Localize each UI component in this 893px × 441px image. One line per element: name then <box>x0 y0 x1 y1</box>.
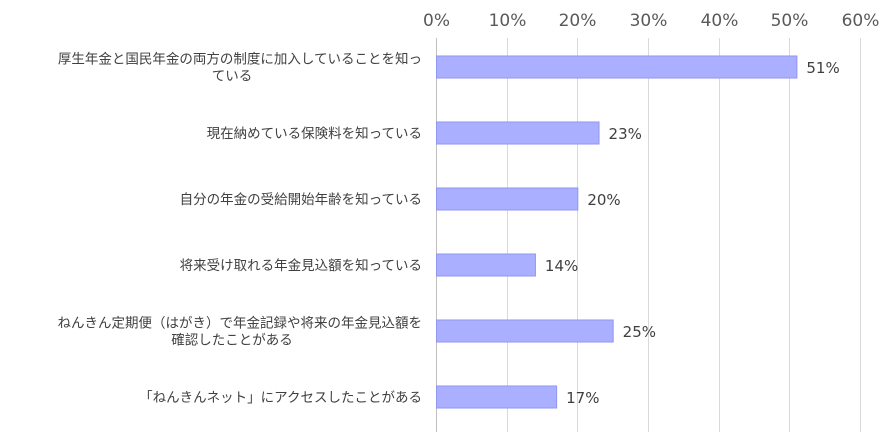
x-tick-label: 30% <box>630 11 668 31</box>
category-labels: 厚生年金と国民年金の両方の制度に加入していることを知っている現在納めている保険料… <box>58 51 423 407</box>
data-label: 17% <box>566 389 599 407</box>
x-tick-label: 10% <box>489 11 527 31</box>
x-tick-label: 60% <box>842 11 880 31</box>
bar <box>436 319 614 343</box>
data-label: 23% <box>609 125 642 143</box>
data-label: 25% <box>623 323 656 341</box>
x-tick-label: 40% <box>701 11 739 31</box>
data-label: 20% <box>587 191 620 209</box>
data-label: 51% <box>806 59 839 77</box>
bar <box>436 121 600 145</box>
category-label-line: 確認したことがある <box>171 333 293 349</box>
category-label: 「ねんきんネット」にアクセスしたことがある <box>139 390 422 406</box>
category-label: 自分の年金の受給開始年齢を知っている <box>180 191 422 208</box>
x-axis-ticks: 0% 10% 20% 30% 40% 50% 60% <box>423 11 879 31</box>
bars <box>436 55 798 409</box>
category-label: ねんきん定期便（はがき）で年金記録や将来の年金見込額を確認したことがある <box>58 315 423 349</box>
data-labels: 51% 23% 20% 14% 25% 17% <box>545 59 840 407</box>
x-tick-label: 50% <box>771 11 809 31</box>
bar <box>436 55 798 79</box>
x-tick-label: 20% <box>559 11 597 31</box>
bar <box>436 253 536 277</box>
data-label: 14% <box>545 257 578 275</box>
category-label-line: 現在納めている保険料を知っている <box>207 125 422 142</box>
category-label-line: 自分の年金の受給開始年齢を知っている <box>180 191 422 208</box>
grid-layer <box>436 38 861 432</box>
category-label: 将来受け取れる年金見込額を知っている <box>180 257 422 274</box>
category-label-line: 「ねんきんネット」にアクセスしたことがある <box>139 390 422 406</box>
category-label-line: 厚生年金と国民年金の両方の制度に加入していることを知っ <box>58 51 422 68</box>
category-label-line: ねんきん定期便（はがき）で年金記録や将来の年金見込額を <box>58 315 423 332</box>
category-label-line: 将来受け取れる年金見込額を知っている <box>180 257 422 274</box>
bar <box>436 385 558 409</box>
x-tick-label: 0% <box>423 11 450 31</box>
category-label-line: ている <box>212 69 253 85</box>
category-label: 厚生年金と国民年金の両方の制度に加入していることを知っている <box>58 51 422 85</box>
category-label: 現在納めている保険料を知っている <box>207 125 422 142</box>
bar <box>436 187 579 211</box>
